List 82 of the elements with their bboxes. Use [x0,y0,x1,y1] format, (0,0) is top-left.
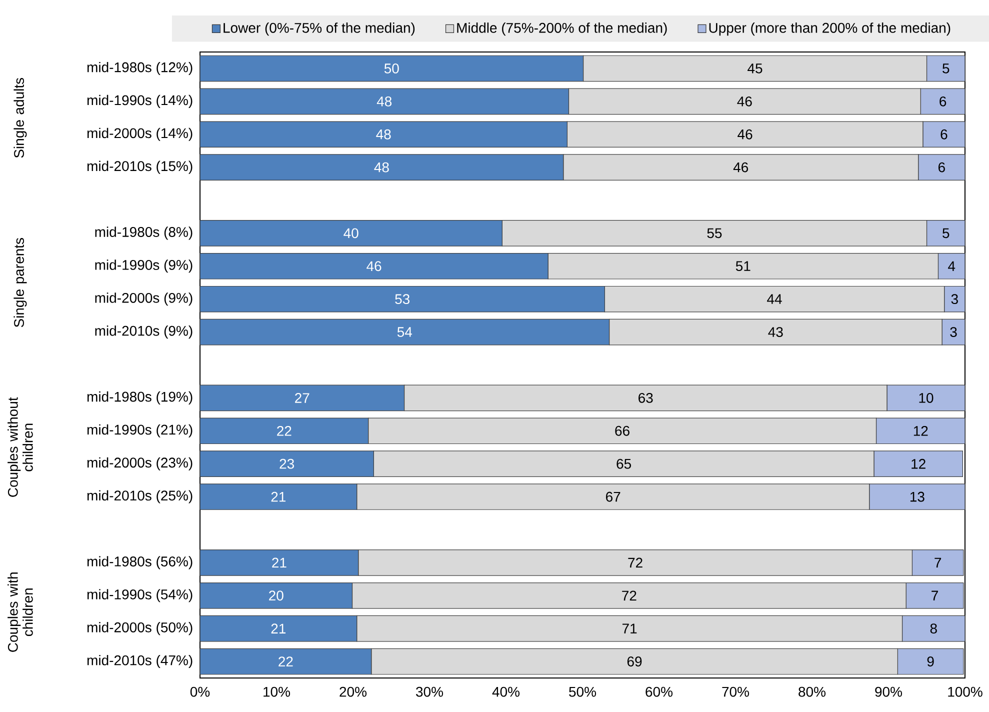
x-tick-label: 40% [492,686,520,697]
x-tick-label: 20% [340,686,367,697]
y-tick-label: mid-1980s (12%) [87,62,192,75]
data-label: 20 [269,590,284,601]
data-label: 67 [606,492,620,502]
x-tick-label: 10% [264,686,290,697]
data-label: 44 [767,294,782,304]
y-tick-label: mid-2010s (25%) [87,490,192,504]
data-label: 65 [616,458,632,469]
data-label: 7 [934,558,942,568]
data-label: 48 [374,162,389,172]
data-label: 6 [940,96,946,106]
data-label: 5 [942,228,950,238]
data-label: 40 [344,228,358,238]
x-tick-label: 50% [569,686,596,697]
y-tick-label: mid-1980s (19%) [87,391,192,404]
data-label: 43 [768,327,783,337]
data-label: 72 [622,590,636,601]
y-tick-label: mid-2010s (15%) [87,160,192,174]
data-label: 5 [942,64,950,74]
x-tick-label: 30% [416,686,444,697]
x-tick-label: 70% [722,686,750,697]
x-tick-label: 0% [190,686,210,697]
text: Single adults [14,78,27,158]
data-label: 23 [280,458,294,469]
data-label: 46 [733,162,748,172]
y-tick-label: mid-2000s (23%) [87,457,192,470]
legend-label: Middle (75%-200% of the median) [457,22,667,36]
data-label: 69 [627,656,642,666]
data-label: 12 [914,426,928,436]
data-label: 72 [628,558,642,568]
data-label: 3 [951,294,958,304]
text: Couples without children [8,397,33,497]
data-label: 7 [932,590,938,600]
data-label: 3 [950,327,957,337]
data-label: 46 [738,129,752,140]
data-label: 8 [930,624,937,634]
y-tick-label: mid-2010s (47%) [87,654,192,668]
data-label: 46 [366,261,382,272]
y-tick-label: mid-2000s (14%) [87,128,192,141]
data-label: 63 [638,392,653,403]
y-tick-label: mid-1980s (56%) [87,556,192,570]
text: Single parents [14,238,27,328]
data-label: 66 [615,426,630,436]
data-label: 21 [271,492,286,502]
legend-label: Lower (0%-75% of the median) [224,22,415,36]
y-tick-label: mid-1990s (9%) [95,260,192,273]
y-tick-label: mid-2000s (9%) [95,292,192,306]
data-label: 22 [278,656,293,666]
data-label: 46 [737,96,752,106]
data-label: 54 [397,327,412,337]
y-tick-label: mid-1990s (21%) [87,424,192,438]
y-tick-label: mid-1990s (14%) [87,94,192,108]
data-label: 53 [395,294,410,304]
y-tick-label: mid-2000s (50%) [87,622,192,636]
data-label: 22 [277,426,292,436]
y-tick-label: mid-1980s (8%) [95,226,192,240]
data-label: 55 [707,228,722,238]
data-label: 13 [910,492,924,502]
data-label: 10 [919,392,934,403]
x-tick-label: 80% [798,686,826,697]
data-label: 4 [948,261,956,271]
x-tick-label: 100% [948,686,982,697]
data-label: 48 [376,96,392,106]
data-label: 51 [736,261,750,272]
y-tick-label: mid-2010s (9%) [95,326,192,339]
data-label: 9 [927,656,934,666]
data-label: 6 [940,129,948,140]
data-label: 50 [384,64,399,74]
data-label: 21 [271,624,286,634]
x-tick-label: 60% [646,686,673,697]
data-label: 27 [295,393,310,403]
data-label: 48 [376,129,391,140]
data-label: 71 [622,624,637,634]
data-label: 45 [748,64,762,74]
text: Couples with children [8,572,33,652]
data-label: 12 [912,458,926,469]
data-label: 6 [938,162,945,172]
x-tick-label: 90% [875,686,902,697]
data-label: 21 [272,558,286,568]
legend-label: Upper (more than 200% of the median) [709,22,950,36]
y-tick-label: mid-1990s (54%) [87,589,192,602]
